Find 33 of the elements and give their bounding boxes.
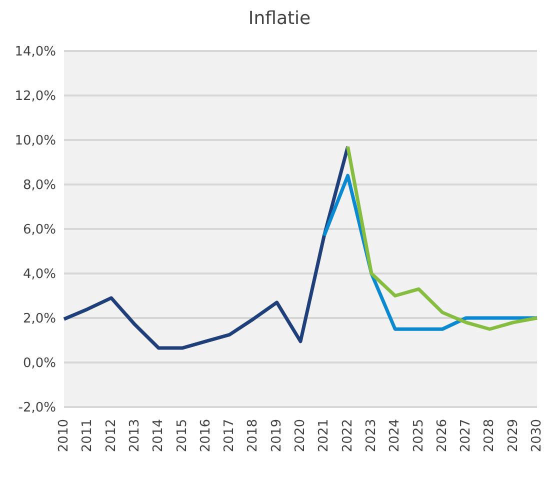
y-tick-label: 6,0% <box>22 222 56 238</box>
x-tick-label: 2030 <box>530 419 544 452</box>
y-tick-label: 0,0% <box>22 356 56 372</box>
x-tick-label: 2011 <box>80 419 96 452</box>
x-tick-label: 2015 <box>174 419 190 452</box>
x-tick-label: 2018 <box>246 419 261 452</box>
x-tick-label: 2028 <box>482 419 498 452</box>
y-tick-label: -2,0% <box>18 400 56 416</box>
x-tick-label: 2025 <box>411 419 426 452</box>
x-tick-label: 2022 <box>340 419 356 452</box>
line-series <box>346 144 539 331</box>
y-tick-label: 2,0% <box>22 312 56 327</box>
x-tick-label: 2021 <box>316 419 332 452</box>
x-tick-label: 2010 <box>56 419 72 452</box>
x-tick-label: 2019 <box>269 419 284 452</box>
y-tick-label: 14,0% <box>14 44 56 60</box>
x-tick-label: 2024 <box>388 419 403 452</box>
x-tick-label: 2017 <box>222 419 238 452</box>
line-series <box>62 144 350 350</box>
y-tick-label: 4,0% <box>22 267 56 282</box>
x-tick-label: 2026 <box>434 419 450 452</box>
x-tick-label: 2013 <box>127 419 142 452</box>
x-tick-label: 2012 <box>104 419 119 452</box>
y-tick-label: 10,0% <box>14 134 56 149</box>
y-tick-label: 12,0% <box>14 89 56 104</box>
x-tick-label: 2014 <box>151 419 166 452</box>
y-tick-label: 8,0% <box>22 178 56 194</box>
x-tick-label: 2023 <box>364 419 379 452</box>
chart-title: Inflatie <box>247 8 312 29</box>
x-tick-label: 2029 <box>506 419 521 452</box>
x-tick-label: 2016 <box>198 419 214 452</box>
x-tick-label: 2020 <box>293 419 308 452</box>
x-tick-label: 2027 <box>458 419 474 452</box>
